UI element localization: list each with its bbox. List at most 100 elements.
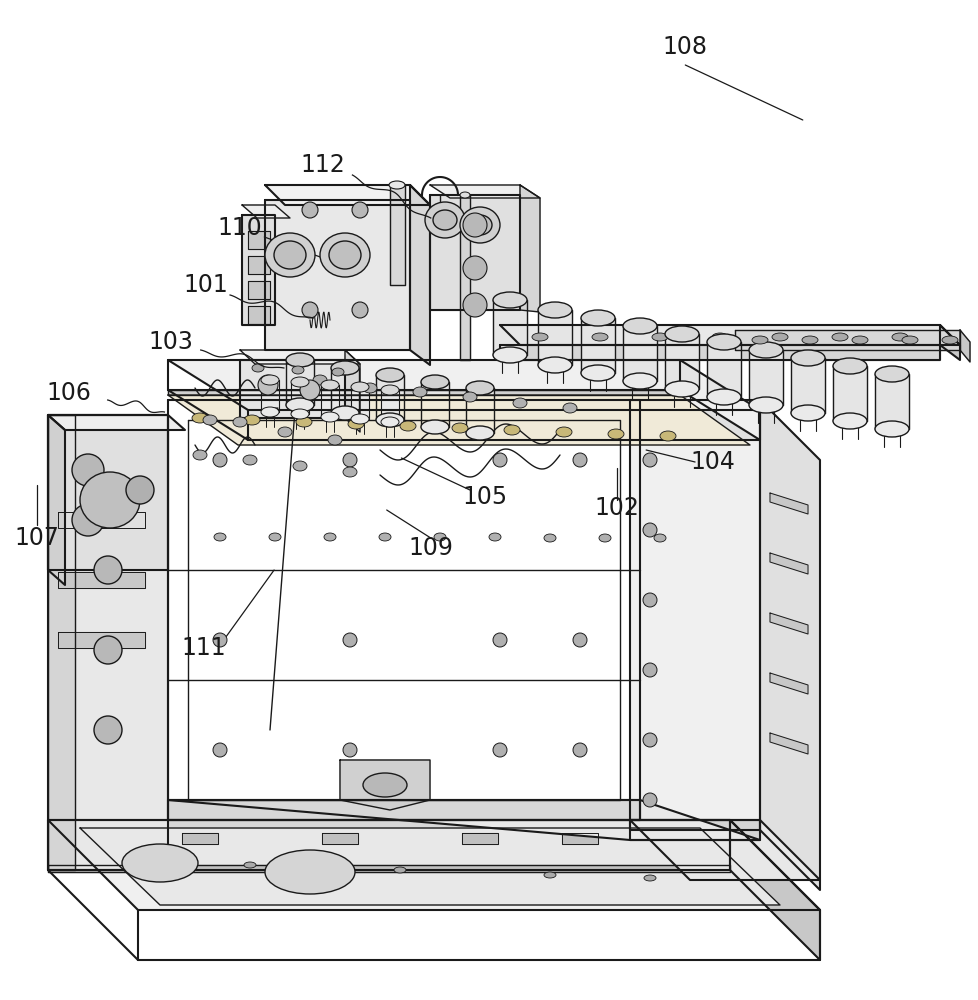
Ellipse shape [261, 407, 279, 417]
Polygon shape [168, 390, 759, 440]
Polygon shape [351, 387, 369, 419]
Ellipse shape [711, 333, 728, 341]
Ellipse shape [504, 425, 519, 435]
Ellipse shape [274, 241, 306, 269]
Ellipse shape [664, 381, 698, 397]
Polygon shape [790, 358, 824, 413]
Polygon shape [58, 572, 145, 588]
Ellipse shape [94, 476, 122, 504]
Text: 111: 111 [181, 636, 226, 660]
Ellipse shape [599, 534, 610, 542]
Polygon shape [706, 342, 740, 397]
Ellipse shape [493, 292, 526, 308]
Ellipse shape [772, 333, 787, 341]
Polygon shape [664, 334, 698, 389]
Polygon shape [286, 360, 314, 405]
Ellipse shape [544, 534, 556, 542]
Ellipse shape [874, 366, 908, 382]
Polygon shape [48, 415, 168, 870]
Ellipse shape [651, 333, 667, 341]
Ellipse shape [592, 333, 607, 341]
Polygon shape [247, 231, 270, 249]
Polygon shape [770, 493, 807, 514]
Ellipse shape [269, 533, 281, 541]
Polygon shape [240, 350, 360, 364]
Ellipse shape [643, 593, 656, 607]
Ellipse shape [466, 381, 494, 395]
Polygon shape [168, 800, 640, 820]
Ellipse shape [572, 743, 587, 757]
Text: 109: 109 [408, 536, 453, 560]
Polygon shape [48, 415, 168, 570]
Ellipse shape [643, 523, 656, 537]
Polygon shape [265, 408, 278, 415]
Ellipse shape [265, 233, 315, 277]
Ellipse shape [643, 663, 656, 677]
Text: 104: 104 [689, 450, 734, 474]
Ellipse shape [751, 336, 767, 344]
Polygon shape [182, 833, 218, 844]
Polygon shape [376, 375, 404, 420]
Polygon shape [466, 388, 494, 433]
Polygon shape [630, 400, 759, 830]
Ellipse shape [352, 302, 368, 318]
Ellipse shape [664, 326, 698, 342]
Ellipse shape [286, 398, 314, 412]
Ellipse shape [424, 202, 465, 238]
Ellipse shape [488, 533, 501, 541]
Polygon shape [748, 350, 782, 405]
Ellipse shape [413, 387, 426, 397]
Polygon shape [290, 382, 309, 414]
Polygon shape [322, 833, 358, 844]
Ellipse shape [295, 417, 312, 427]
Ellipse shape [644, 875, 655, 881]
Ellipse shape [72, 504, 104, 536]
Polygon shape [462, 833, 498, 844]
Polygon shape [389, 185, 405, 285]
Ellipse shape [244, 862, 255, 868]
Ellipse shape [342, 743, 357, 757]
Ellipse shape [342, 467, 357, 477]
Ellipse shape [544, 872, 556, 878]
Ellipse shape [363, 773, 407, 797]
Ellipse shape [643, 453, 656, 467]
Ellipse shape [243, 455, 257, 465]
Ellipse shape [874, 421, 908, 437]
Ellipse shape [376, 413, 404, 427]
Polygon shape [321, 385, 338, 417]
Ellipse shape [290, 409, 309, 419]
Polygon shape [759, 400, 820, 890]
Ellipse shape [213, 743, 227, 757]
Ellipse shape [320, 233, 370, 277]
Ellipse shape [580, 310, 614, 326]
Polygon shape [331, 368, 359, 413]
Ellipse shape [244, 415, 260, 425]
Ellipse shape [301, 202, 318, 218]
Polygon shape [48, 415, 185, 430]
Polygon shape [168, 390, 680, 395]
Ellipse shape [432, 210, 457, 230]
Ellipse shape [202, 415, 217, 425]
Ellipse shape [233, 417, 246, 427]
Ellipse shape [331, 406, 359, 420]
Ellipse shape [463, 213, 486, 237]
Ellipse shape [851, 336, 867, 344]
Ellipse shape [331, 361, 359, 375]
Polygon shape [380, 390, 399, 422]
Ellipse shape [258, 375, 278, 395]
Polygon shape [493, 300, 526, 355]
Ellipse shape [460, 192, 469, 198]
Ellipse shape [290, 377, 309, 387]
Ellipse shape [580, 365, 614, 381]
Ellipse shape [452, 423, 467, 433]
Ellipse shape [622, 373, 656, 389]
Polygon shape [339, 760, 429, 810]
Ellipse shape [512, 398, 526, 408]
Polygon shape [247, 306, 270, 324]
Polygon shape [770, 733, 807, 754]
Ellipse shape [329, 241, 361, 269]
Polygon shape [247, 281, 270, 299]
Polygon shape [832, 366, 867, 421]
Ellipse shape [607, 429, 623, 439]
Polygon shape [630, 820, 820, 880]
